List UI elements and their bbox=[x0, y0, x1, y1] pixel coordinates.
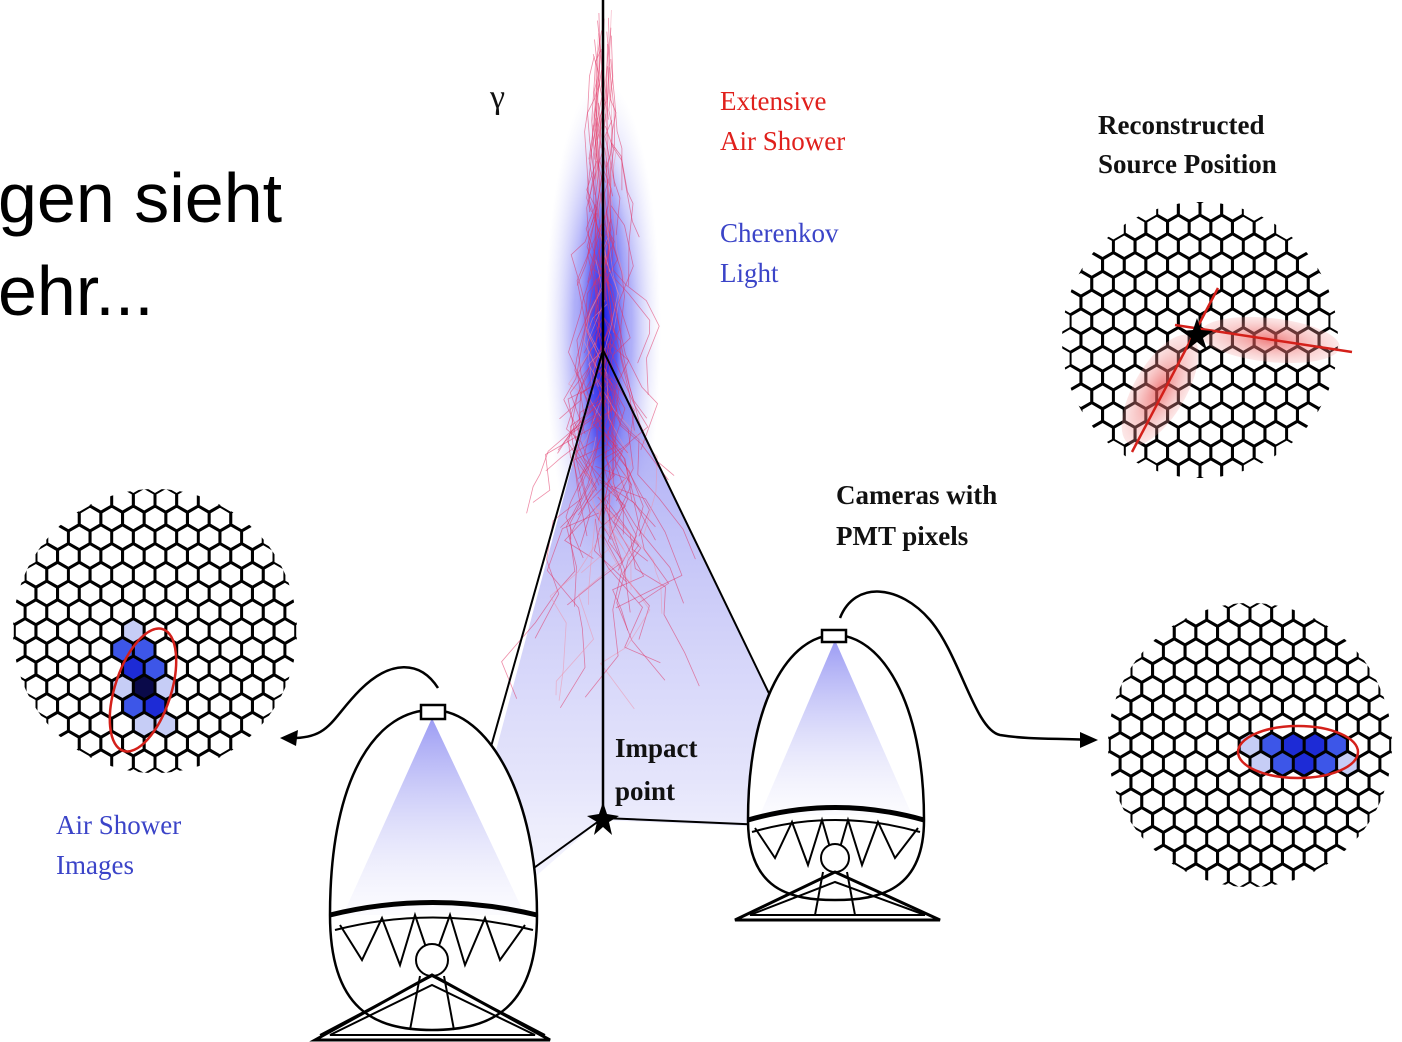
impact-point-star bbox=[587, 802, 619, 835]
impact-label-line-2: point bbox=[615, 776, 675, 806]
camera-right bbox=[1108, 603, 1392, 887]
cameras-label-line-1: Cameras with bbox=[836, 480, 997, 510]
air-shower-images-label-line-1: Air Shower bbox=[56, 810, 181, 840]
reconstructed-label-line-1: Reconstructed bbox=[1098, 110, 1264, 140]
cherenkov-light-cone bbox=[440, 350, 836, 960]
telescope-left bbox=[280, 666, 551, 1042]
telescope-right bbox=[734, 590, 1098, 922]
camera-reconstructed-source bbox=[1062, 202, 1353, 478]
air-shower-images-label-line-2: Images bbox=[56, 850, 134, 880]
reconstructed-source-star bbox=[1181, 318, 1213, 350]
labels: γ Extensive Air Shower Cherenkov Light R… bbox=[56, 79, 1277, 880]
cherenkov-label-line-1: Cherenkov bbox=[720, 218, 839, 248]
camera-left bbox=[13, 489, 297, 773]
slide-title-line-2: ehr... bbox=[0, 252, 154, 330]
slide-title: gen sieht ehr... bbox=[0, 159, 282, 330]
extensive-label-line-2: Air Shower bbox=[720, 126, 845, 156]
impact-label-line-1: Impact bbox=[615, 733, 698, 763]
reconstructed-label-line-2: Source Position bbox=[1098, 149, 1277, 179]
cameras-label-line-2: PMT pixels bbox=[836, 521, 968, 551]
extensive-label-line-1: Extensive bbox=[720, 86, 826, 116]
gamma-label: γ bbox=[489, 79, 505, 116]
cherenkov-label-line-2: Light bbox=[720, 258, 779, 288]
slide-title-line-1: gen sieht bbox=[0, 159, 282, 237]
